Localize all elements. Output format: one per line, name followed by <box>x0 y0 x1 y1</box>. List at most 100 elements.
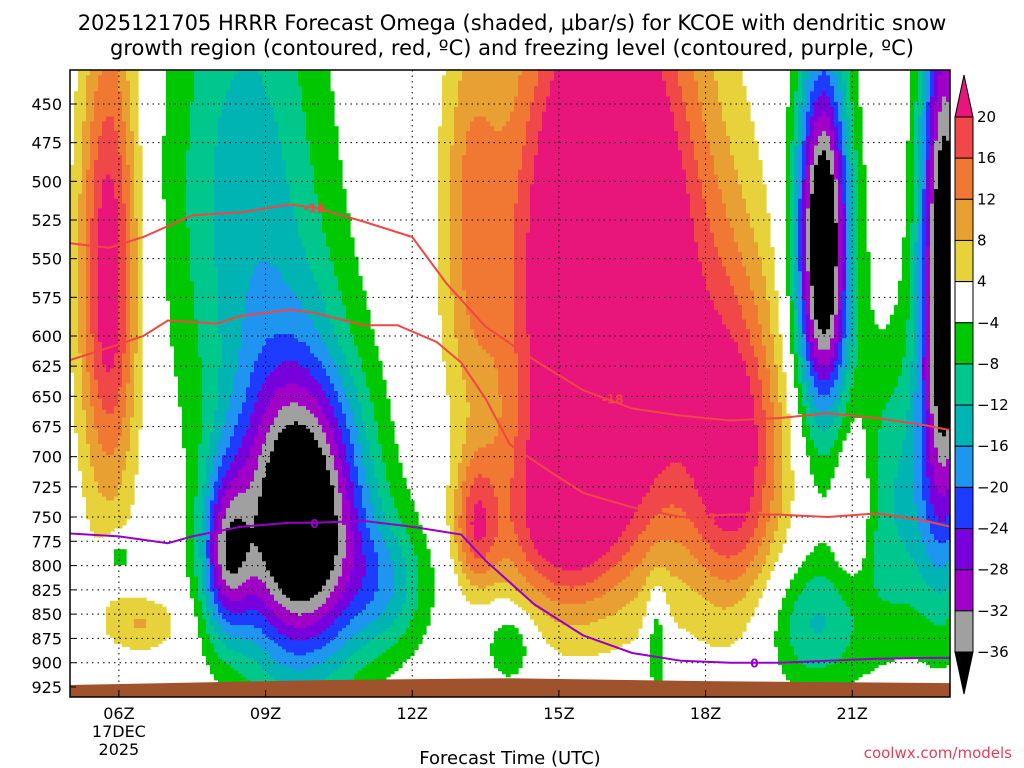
omega-cell <box>206 492 211 498</box>
omega-cell <box>222 387 227 392</box>
omega-cell <box>162 628 167 632</box>
omega-cell <box>210 500 215 505</box>
omega-cell <box>126 402 131 407</box>
omega-cell <box>94 276 99 282</box>
omega-cell <box>254 266 259 272</box>
omega-cell <box>98 184 103 190</box>
omega-cell <box>238 300 243 306</box>
omega-cell <box>174 131 179 137</box>
omega-cell <box>118 329 123 335</box>
omega-cell <box>138 637 143 641</box>
omega-cell <box>130 111 135 118</box>
omega-cell <box>234 470 239 475</box>
omega-cell <box>138 421 143 426</box>
omega-cell <box>198 101 203 108</box>
omega-cell <box>242 184 247 190</box>
omega-cell <box>94 432 99 437</box>
omega-cell <box>102 428 107 434</box>
omega-cell <box>130 169 135 176</box>
omega-cell <box>222 290 227 296</box>
omega-cell <box>142 600 147 605</box>
omega-cell <box>238 628 243 632</box>
omega-cell <box>114 256 119 263</box>
omega-cell <box>194 576 199 581</box>
omega-cell <box>218 155 223 161</box>
omega-cell <box>98 160 103 166</box>
omega-cell <box>174 184 179 190</box>
omega-cell <box>234 329 239 335</box>
omega-cell <box>134 391 139 396</box>
omega-cell <box>106 271 111 277</box>
omega-cell <box>90 485 95 490</box>
omega-cell <box>158 609 163 614</box>
omega-cell <box>198 70 203 76</box>
omega-cell <box>118 85 123 92</box>
omega-cell <box>230 558 235 562</box>
omega-cell <box>122 85 127 92</box>
omega-cell <box>246 424 251 430</box>
omega-cell <box>250 198 255 205</box>
omega-cell <box>110 357 115 362</box>
omega-cell <box>246 116 251 122</box>
omega-cell <box>206 357 211 362</box>
omega-cell <box>86 474 91 479</box>
omega-cell <box>118 131 123 137</box>
omega-cell <box>202 530 207 535</box>
omega-cell <box>234 649 239 653</box>
omega-cell <box>74 116 79 122</box>
omega-cell <box>190 155 195 161</box>
omega-cell <box>206 582 211 587</box>
omega-cell <box>238 126 243 132</box>
omega-cell <box>254 150 259 156</box>
omega-cell <box>74 237 79 243</box>
omega-cell <box>234 432 239 437</box>
omega-cell <box>214 609 219 614</box>
omega-cell <box>198 334 203 339</box>
omega-cell <box>194 567 199 572</box>
omega-cell <box>218 266 223 272</box>
omega-cell <box>162 631 167 635</box>
omega-cell <box>194 424 199 430</box>
omega-cell <box>234 198 239 205</box>
omega-cell <box>198 474 203 479</box>
omega-cell <box>126 458 131 464</box>
omega-cell <box>202 534 207 538</box>
omega-cell <box>114 440 119 445</box>
omega-cell <box>82 256 87 263</box>
omega-cell <box>222 364 227 370</box>
omega-cell <box>86 256 91 263</box>
omega-cell <box>218 345 223 351</box>
omega-cell <box>74 379 79 385</box>
omega-cell <box>110 179 115 185</box>
omega-cell <box>210 643 215 647</box>
omega-cell <box>94 193 99 200</box>
omega-cell <box>242 309 247 316</box>
omega-cell <box>106 251 111 258</box>
omega-cell <box>122 155 127 161</box>
omega-cell <box>190 101 195 108</box>
omega-cell <box>102 394 107 400</box>
omega-cell <box>250 218 255 224</box>
omega-cell <box>78 208 83 214</box>
omega-cell <box>134 85 139 92</box>
omega-cell <box>234 458 239 464</box>
omega-cell <box>130 198 135 205</box>
omega-cell <box>206 91 211 98</box>
omega-cell <box>218 305 223 311</box>
omega-cell <box>174 96 179 103</box>
omega-cell <box>82 406 87 411</box>
omega-cell <box>86 428 91 434</box>
omega-cell <box>98 530 103 535</box>
omega-cell <box>254 145 259 151</box>
omega-cell <box>106 213 111 219</box>
omega-cell <box>234 481 239 486</box>
omega-cell <box>118 80 123 87</box>
omega-cell <box>122 606 127 611</box>
omega-cell <box>194 360 199 366</box>
omega-cell <box>210 251 215 258</box>
omega-cell <box>106 619 111 623</box>
omega-cell <box>230 582 235 587</box>
omega-cell <box>246 353 251 358</box>
omega-cell <box>122 391 127 396</box>
omega-cell <box>238 588 243 593</box>
